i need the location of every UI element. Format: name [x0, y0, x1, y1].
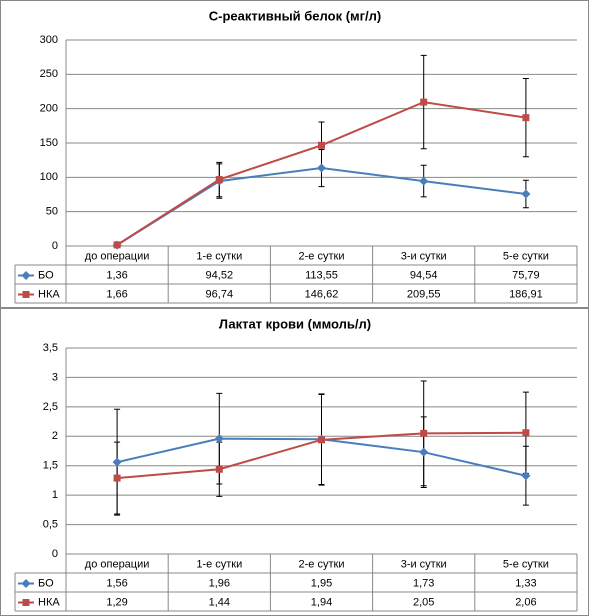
x-tick-label: 3-и сутки: [401, 250, 447, 262]
y-tick-label: 300: [40, 34, 58, 46]
chart-title: Лактат крови (ммоль/л): [219, 316, 371, 331]
y-tick-label: 1,5: [43, 460, 58, 472]
marker: [214, 434, 224, 444]
table-value: 1,96: [209, 577, 230, 589]
y-tick-label: 250: [40, 68, 58, 80]
x-tick-label: 1-е сутки: [196, 250, 242, 262]
legend-label: НКА: [38, 596, 60, 608]
table-value: 94,54: [410, 269, 438, 281]
marker: [521, 471, 531, 481]
table-value: 186,91: [509, 288, 543, 300]
table-value: 1,29: [106, 596, 127, 608]
legend-label: НКА: [38, 288, 60, 300]
table-value: 1,73: [413, 577, 434, 589]
y-tick-label: 3,5: [43, 342, 58, 354]
table-value: 1,95: [311, 577, 332, 589]
table-value: 1,33: [515, 577, 536, 589]
table-value: 96,74: [206, 288, 234, 300]
marker: [318, 436, 325, 444]
x-tick-label: 2-е сутки: [299, 558, 345, 570]
table-value: 1,44: [209, 596, 230, 608]
marker: [215, 176, 223, 184]
legend-marker: [21, 271, 31, 280]
table-value: 2,06: [515, 596, 536, 608]
x-tick-label: 3-и сутки: [401, 558, 447, 570]
table-value: 209,55: [407, 288, 441, 300]
table-value: 75,79: [512, 269, 540, 281]
x-tick-label: 1-е сутки: [196, 558, 242, 570]
marker: [318, 141, 325, 149]
marker: [317, 163, 326, 173]
table-value: 113,55: [305, 269, 338, 281]
table-value: 1,36: [106, 269, 127, 281]
y-tick-label: 0,5: [43, 518, 58, 530]
y-tick-label: 50: [46, 206, 58, 218]
y-tick-label: 3: [52, 371, 58, 383]
marker: [522, 429, 530, 437]
y-tick-label: 2,5: [43, 401, 58, 413]
y-tick-label: 100: [40, 171, 58, 183]
x-tick-label: до операции: [85, 250, 150, 262]
y-tick-label: 1: [52, 489, 58, 501]
table-value: 1,94: [311, 596, 332, 608]
x-tick-label: до операции: [85, 558, 150, 570]
y-tick-label: 0: [52, 548, 58, 560]
table-value: 146,62: [305, 288, 339, 300]
legend-marker: [22, 291, 30, 298]
table-value: 94,52: [206, 269, 234, 281]
marker: [419, 176, 429, 186]
marker: [420, 98, 428, 106]
x-tick-label: 5-е сутки: [503, 250, 549, 262]
marker: [419, 447, 429, 457]
marker: [112, 457, 122, 467]
legend-marker: [21, 579, 31, 588]
y-tick-label: 200: [40, 103, 58, 115]
y-tick-label: 150: [40, 137, 58, 149]
chart-title: С-реактивный белок (мг/л): [209, 8, 382, 23]
legend-marker: [22, 599, 30, 606]
y-tick-label: 2: [52, 430, 58, 442]
marker: [113, 241, 121, 249]
table-value: 2,05: [413, 596, 434, 608]
marker: [420, 429, 428, 437]
marker: [522, 114, 530, 122]
y-tick-label: 0: [52, 240, 58, 252]
legend-label: БО: [38, 577, 54, 589]
x-tick-label: 2-е сутки: [299, 250, 345, 262]
legend-label: БО: [38, 269, 54, 281]
marker: [521, 189, 531, 199]
marker: [215, 465, 223, 473]
table-value: 1,66: [106, 288, 127, 300]
x-tick-label: 5-е сутки: [503, 558, 549, 570]
panel: [0, 308, 589, 616]
marker: [113, 474, 121, 482]
table-value: 1,56: [106, 577, 127, 589]
